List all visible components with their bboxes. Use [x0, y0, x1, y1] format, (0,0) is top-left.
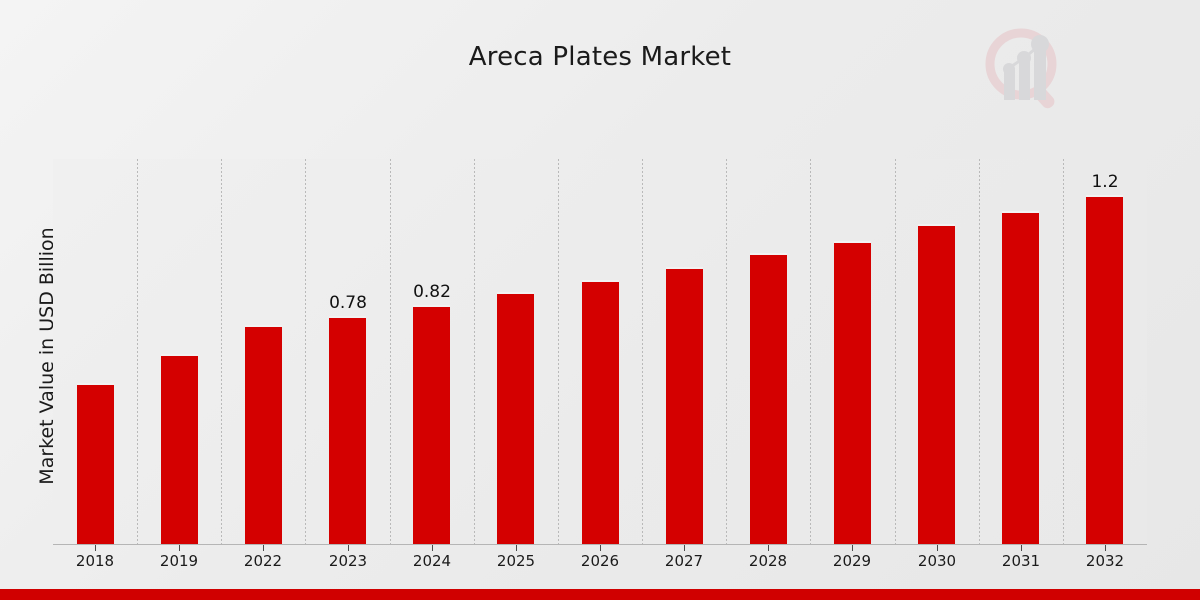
x-tick-label-2025: 2025 [496, 552, 536, 570]
bar-2026[interactable] [582, 280, 619, 544]
x-tick-label-2030: 2030 [917, 552, 957, 570]
x-tick-2022 [263, 545, 264, 551]
gridline [137, 159, 139, 544]
bar-2022[interactable] [245, 325, 282, 544]
gridline [305, 159, 307, 544]
x-tick-label-2022: 2022 [243, 552, 283, 570]
footer-accent-bar [0, 589, 1200, 600]
bar-2025[interactable] [497, 292, 534, 544]
bar-2032[interactable] [1086, 195, 1123, 544]
brand-logo-icon [975, 22, 1075, 117]
x-tick-label-2028: 2028 [748, 552, 788, 570]
bar-value-label-2024: 0.82 [413, 282, 451, 302]
gridline [894, 159, 896, 544]
x-tick-label-2027: 2027 [664, 552, 704, 570]
x-tick-label-2018: 2018 [75, 552, 115, 570]
x-tick-label-2031: 2031 [1001, 552, 1041, 570]
x-tick-2029 [852, 545, 853, 551]
bar-2024[interactable] [413, 305, 450, 544]
bar-2031[interactable] [1002, 211, 1039, 544]
x-tick-label-2023: 2023 [328, 552, 368, 570]
x-tick-label-2024: 2024 [412, 552, 452, 570]
x-tick-2023 [348, 545, 349, 551]
bar-2019[interactable] [161, 354, 198, 544]
x-tick-label-2032: 2032 [1085, 552, 1125, 570]
bar-2018[interactable] [77, 383, 114, 544]
gridline [978, 159, 980, 544]
gridline [221, 159, 223, 544]
bar-2027[interactable] [666, 267, 703, 544]
x-tick-2024 [432, 545, 433, 551]
x-tick-label-2026: 2026 [580, 552, 620, 570]
x-tick-label-2029: 2029 [832, 552, 872, 570]
x-tick-2032 [1105, 545, 1106, 551]
x-tick-2018 [95, 545, 96, 551]
gridline [473, 159, 475, 544]
x-tick-2019 [179, 545, 180, 551]
gridline [810, 159, 812, 544]
bar-value-label-2023: 0.78 [329, 293, 367, 313]
x-tick-2030 [937, 545, 938, 551]
gridline [389, 159, 391, 544]
bar-value-label-2032: 1.2 [1091, 172, 1119, 192]
x-tick-label-2019: 2019 [159, 552, 199, 570]
x-tick-2026 [600, 545, 601, 551]
gridline [557, 159, 559, 544]
page-title: Areca Plates Market [468, 42, 732, 72]
x-tick-2027 [684, 545, 685, 551]
plot-area [53, 159, 1147, 544]
x-axis-line [53, 544, 1147, 545]
gridline [642, 159, 644, 544]
x-tick-2025 [516, 545, 517, 551]
bar-2023[interactable] [329, 316, 366, 544]
x-tick-2028 [768, 545, 769, 551]
bar-2028[interactable] [750, 253, 787, 544]
gridline [726, 159, 728, 544]
bar-2030[interactable] [918, 224, 955, 544]
gridline [1062, 159, 1064, 544]
x-tick-2031 [1021, 545, 1022, 551]
bar-2029[interactable] [834, 241, 871, 544]
